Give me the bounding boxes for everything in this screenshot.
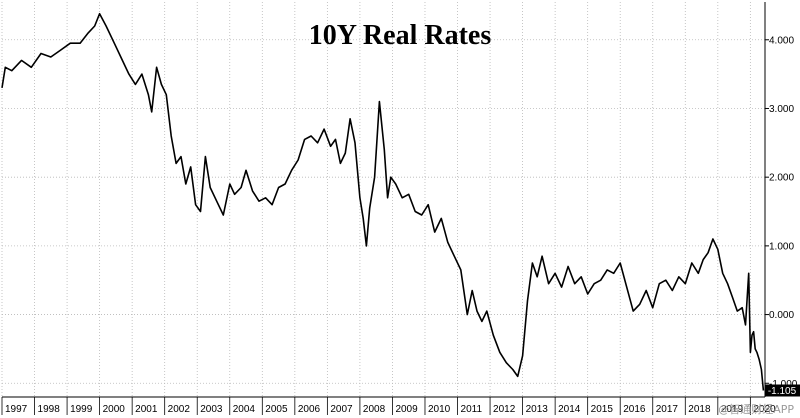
y-tick-label: 4.000 bbox=[769, 35, 794, 46]
y-tick-labels: -1.000 0.000 1.000 2.000 3.000 4.000 bbox=[769, 35, 798, 389]
chart-title: 10Y Real Rates bbox=[309, 20, 492, 51]
series-line bbox=[1, 12, 765, 391]
x-tick-label: 2009 bbox=[395, 404, 418, 415]
x-tick-label: 1998 bbox=[38, 404, 61, 415]
x-tick-label: 2019 bbox=[721, 404, 744, 415]
x-tick-label: 2016 bbox=[623, 404, 646, 415]
last-value-tag: -1.105 bbox=[765, 384, 800, 397]
x-tick-label: 2012 bbox=[493, 404, 516, 415]
watermark: @智通财经APP bbox=[718, 402, 794, 416]
x-tick-label: 2010 bbox=[428, 404, 451, 415]
x-tick-label: 2017 bbox=[656, 404, 679, 415]
x-tick-label: 2005 bbox=[265, 404, 288, 415]
x-tick-label: 2020 bbox=[753, 404, 776, 415]
x-tick-label: 2018 bbox=[688, 404, 711, 415]
y-tick-label: -1.000 bbox=[769, 379, 798, 390]
y-tick-label: 3.000 bbox=[769, 104, 794, 115]
x-tick-label: 2004 bbox=[233, 404, 256, 415]
x-tick-label: 2003 bbox=[200, 404, 223, 415]
last-value-box bbox=[765, 384, 800, 397]
x-tick-label: 2002 bbox=[168, 404, 191, 415]
grid bbox=[1, 2, 765, 397]
x-tick-label: 2014 bbox=[558, 404, 581, 415]
x-tick-label: 2013 bbox=[526, 404, 549, 415]
x-tick-labels: 1997 1998 1999 2000 2001 2002 2003 2004 2005 2006… bbox=[5, 404, 776, 415]
x-tick-label: 2008 bbox=[363, 404, 386, 415]
x-tick-label: 2015 bbox=[591, 404, 614, 415]
x-tick-label: 2011 bbox=[461, 404, 483, 415]
x-tick-label: 2001 bbox=[135, 404, 158, 415]
x-tick-label: 2006 bbox=[298, 404, 321, 415]
last-value-label: -1.105 bbox=[768, 386, 797, 397]
axes bbox=[1, 2, 769, 415]
y-tick-label: 0.000 bbox=[769, 310, 794, 321]
y-tick-label: 2.000 bbox=[769, 173, 794, 184]
x-tick-label: 1999 bbox=[70, 404, 93, 415]
x-tick-label: 1997 bbox=[5, 404, 28, 415]
x-tick-label: 2000 bbox=[103, 404, 126, 415]
x-tick-label: 2007 bbox=[330, 404, 353, 415]
y-tick-label: 1.000 bbox=[769, 241, 794, 252]
